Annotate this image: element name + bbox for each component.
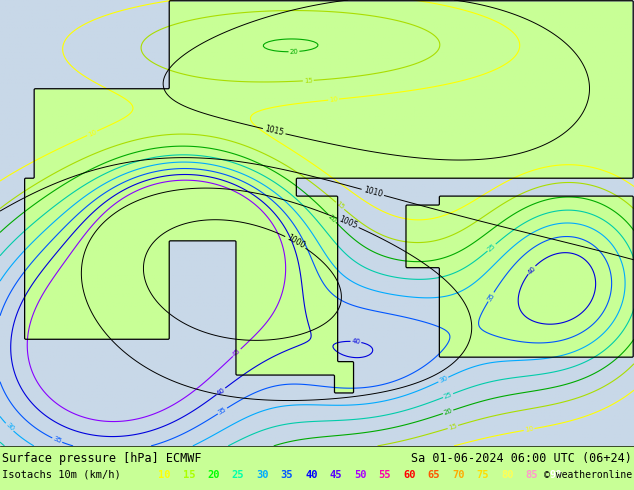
Text: 40: 40	[305, 470, 318, 480]
Text: 35: 35	[217, 406, 228, 416]
Text: 30: 30	[4, 422, 15, 433]
Text: 90: 90	[550, 470, 562, 480]
Text: 20: 20	[207, 470, 219, 480]
Text: 20: 20	[327, 213, 337, 223]
Text: 45: 45	[231, 347, 242, 358]
Text: 35: 35	[486, 292, 496, 302]
Text: 1000: 1000	[285, 233, 306, 251]
Text: 30: 30	[438, 375, 449, 384]
Text: 10: 10	[524, 426, 534, 433]
Text: 25: 25	[486, 243, 497, 253]
Text: 40: 40	[526, 265, 537, 275]
Text: 55: 55	[378, 470, 391, 480]
Text: 10: 10	[329, 96, 339, 103]
Text: 1005: 1005	[337, 215, 359, 231]
Text: Isotachs 10m (km/h): Isotachs 10m (km/h)	[2, 470, 120, 480]
Text: 15: 15	[183, 470, 195, 480]
Text: 1010: 1010	[363, 186, 384, 199]
Text: 60: 60	[403, 470, 415, 480]
Text: 65: 65	[427, 470, 440, 480]
Text: 20: 20	[289, 49, 299, 55]
Text: 85: 85	[526, 470, 538, 480]
Text: 45: 45	[330, 470, 342, 480]
Text: 15: 15	[304, 77, 313, 84]
Text: 50: 50	[354, 470, 366, 480]
Text: 1015: 1015	[264, 124, 285, 138]
Text: 35: 35	[52, 436, 63, 445]
Text: 20: 20	[443, 408, 453, 416]
Text: 35: 35	[280, 470, 293, 480]
Text: 15: 15	[448, 423, 458, 431]
Text: 40: 40	[351, 338, 361, 345]
Text: 10: 10	[87, 129, 98, 138]
Text: Surface pressure [hPa] ECMWF: Surface pressure [hPa] ECMWF	[2, 452, 202, 465]
Text: 40: 40	[216, 386, 226, 396]
Text: 25: 25	[443, 391, 453, 400]
Text: 25: 25	[231, 470, 244, 480]
Text: 75: 75	[477, 470, 489, 480]
Text: © weatheronline.co.uk: © weatheronline.co.uk	[544, 470, 634, 480]
Text: Sa 01-06-2024 06:00 UTC (06+24): Sa 01-06-2024 06:00 UTC (06+24)	[411, 452, 632, 465]
Text: 80: 80	[501, 470, 514, 480]
Text: 15: 15	[335, 200, 346, 211]
Text: 10: 10	[158, 470, 171, 480]
Text: 30: 30	[256, 470, 269, 480]
Text: 70: 70	[452, 470, 465, 480]
